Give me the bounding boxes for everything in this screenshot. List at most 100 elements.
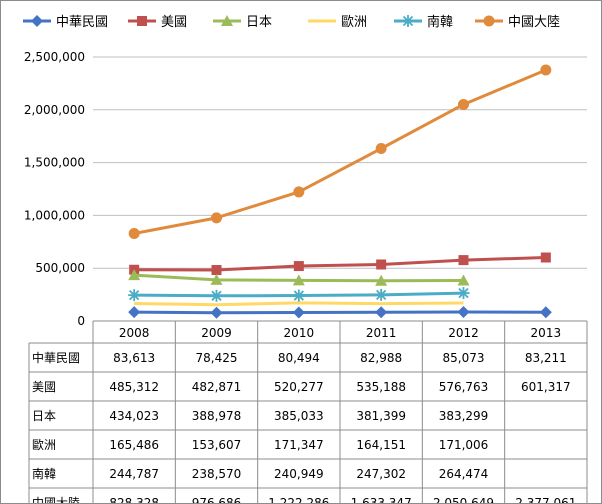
y-tick-label: 2,000,000 bbox=[24, 103, 85, 117]
data-point bbox=[292, 274, 305, 286]
y-tick-label: 0 bbox=[77, 314, 85, 328]
data-point bbox=[375, 143, 387, 155]
legend-label: 美國 bbox=[161, 15, 187, 30]
legend-label: 中華民國 bbox=[56, 15, 108, 30]
series-line bbox=[134, 310, 546, 315]
data-label: 171,006 bbox=[439, 438, 489, 452]
table-row-label: 美國 bbox=[32, 380, 56, 394]
data-label: 264,474 bbox=[439, 467, 489, 481]
data-label: 165,486 bbox=[109, 438, 159, 452]
data-point bbox=[128, 269, 141, 281]
data-label: 1,633,347 bbox=[351, 496, 412, 503]
series-日本 bbox=[128, 269, 470, 286]
legend-entry: 日本 bbox=[213, 15, 272, 30]
y-tick-label: 1,500,000 bbox=[24, 156, 85, 170]
data-point bbox=[540, 252, 551, 263]
x-tick-label: 2009 bbox=[201, 326, 232, 340]
data-point bbox=[375, 288, 388, 301]
data-label: 171,347 bbox=[274, 438, 324, 452]
data-point bbox=[457, 287, 470, 300]
legend-entry: 中國大陸 bbox=[475, 14, 560, 30]
y-tick-label: 1,000,000 bbox=[24, 208, 85, 222]
y-tick-label: 2,500,000 bbox=[24, 50, 85, 64]
series-中華民國 bbox=[128, 306, 552, 319]
series-line bbox=[134, 256, 546, 272]
table-row-label: 南韓 bbox=[32, 466, 56, 481]
data-label: 434,023 bbox=[109, 409, 159, 423]
gridlines bbox=[93, 56, 587, 269]
data-point bbox=[539, 306, 552, 319]
data-label: 80,494 bbox=[278, 351, 320, 365]
data-label: 385,033 bbox=[274, 409, 324, 423]
table-row-label: 日本 bbox=[32, 409, 56, 423]
data-label: 535,188 bbox=[356, 380, 406, 394]
data-point bbox=[457, 306, 470, 319]
data-point bbox=[210, 273, 223, 285]
data-point bbox=[292, 289, 305, 302]
table-row-label: 中華民國 bbox=[32, 350, 80, 365]
table-row-label: 中國大陸 bbox=[32, 495, 80, 503]
data-point bbox=[128, 306, 141, 319]
series-南韓 bbox=[128, 287, 470, 302]
data-label: 485,312 bbox=[109, 380, 159, 394]
legend-entry: 美國 bbox=[128, 15, 187, 30]
data-point bbox=[211, 212, 222, 224]
table-row-label: 歐洲 bbox=[32, 437, 56, 452]
data-label: 576,763 bbox=[439, 380, 489, 394]
series-歐洲 bbox=[134, 301, 464, 307]
legend-marker bbox=[483, 15, 495, 27]
data-point bbox=[458, 98, 469, 110]
x-tick-label: 2012 bbox=[448, 326, 479, 340]
legend-entry: 南韓 bbox=[394, 14, 453, 30]
data-label: 383,299 bbox=[439, 409, 489, 423]
legend-marker bbox=[31, 15, 43, 27]
legend-marker bbox=[402, 15, 414, 27]
series-中國大陸 bbox=[128, 64, 552, 240]
series-line bbox=[134, 301, 464, 307]
data-point bbox=[210, 289, 223, 302]
data-point bbox=[457, 274, 470, 286]
data-label: 78,425 bbox=[196, 351, 238, 365]
data-label: 1,222,286 bbox=[268, 496, 329, 503]
data-label: 520,277 bbox=[274, 380, 324, 394]
data-point bbox=[458, 255, 469, 266]
y-tick-label: 500,000 bbox=[35, 261, 85, 275]
data-point bbox=[375, 274, 388, 286]
data-point bbox=[128, 289, 141, 302]
data-label: 153,607 bbox=[192, 438, 242, 452]
data-point bbox=[293, 261, 304, 272]
data-label: 828,328 bbox=[109, 496, 159, 503]
y-axis: 0 500,000 1,000,000 1,500,000 2,000,000 2,500… bbox=[24, 50, 85, 328]
x-tick-label: 2010 bbox=[284, 326, 315, 340]
data-label: 601,317 bbox=[521, 380, 571, 394]
series-美國 bbox=[129, 252, 551, 276]
data-label: 240,949 bbox=[274, 467, 324, 481]
legend-label: 歐洲 bbox=[341, 15, 367, 30]
data-label: 976,686 bbox=[192, 496, 242, 503]
legend-marker bbox=[137, 16, 147, 26]
data-point bbox=[128, 228, 140, 240]
legend-label: 南韓 bbox=[427, 14, 453, 30]
data-label: 83,211 bbox=[525, 351, 567, 365]
data-point bbox=[540, 64, 552, 76]
data-label: 164,151 bbox=[356, 438, 406, 452]
data-label: 381,399 bbox=[356, 409, 406, 423]
data-label: 482,871 bbox=[192, 380, 242, 394]
data-point bbox=[292, 306, 305, 319]
legend-label: 日本 bbox=[246, 15, 272, 30]
data-label: 244,787 bbox=[109, 467, 159, 481]
legend-entry: 中華民國 bbox=[23, 15, 108, 30]
x-tick-label: 2011 bbox=[366, 326, 397, 340]
series-layer bbox=[93, 64, 587, 322]
series-line bbox=[133, 68, 547, 236]
data-point bbox=[375, 306, 388, 319]
data-label: 2,050,649 bbox=[433, 496, 494, 503]
legend-label: 中國大陸 bbox=[508, 14, 560, 30]
legend: 中華民國 美國 日本 歐洲 南韓 中國大陸 bbox=[23, 14, 560, 30]
data-label: 388,978 bbox=[192, 409, 242, 423]
legend-marker bbox=[221, 15, 233, 26]
data-label: 82,988 bbox=[360, 351, 402, 365]
data-point bbox=[376, 259, 387, 270]
